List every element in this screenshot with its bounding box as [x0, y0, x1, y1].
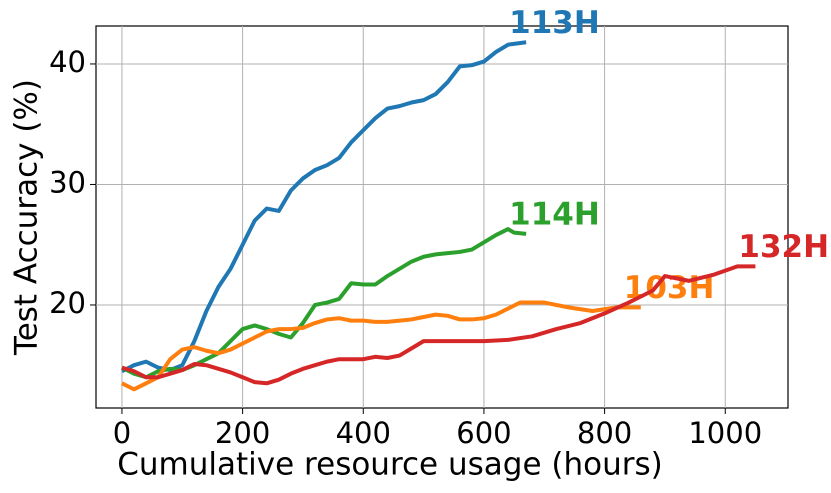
x-tick-label: 600: [456, 416, 511, 450]
line: [121, 264, 756, 386]
x-tick-label: 200: [215, 416, 270, 450]
line: [121, 40, 527, 374]
x-tick-label: 1000: [688, 416, 762, 450]
x-tick-label: 800: [577, 416, 632, 450]
series-label: 132H: [738, 229, 829, 265]
x-tick-label: 0: [113, 416, 131, 450]
x-tick-label: 400: [336, 416, 391, 450]
series-label: 114H: [509, 196, 600, 232]
y-tick-label: 30: [49, 165, 86, 199]
y-tick-label: 40: [49, 45, 86, 79]
line: [121, 300, 641, 392]
y-axis-label: Test Accuracy (%): [9, 79, 45, 356]
y-tick-label: 20: [49, 286, 86, 320]
x-axis-label: Cumulative resource usage (hours): [117, 447, 662, 483]
plot-frame: [95, 25, 789, 409]
series-label: 113H: [509, 5, 600, 41]
line: [121, 227, 527, 380]
